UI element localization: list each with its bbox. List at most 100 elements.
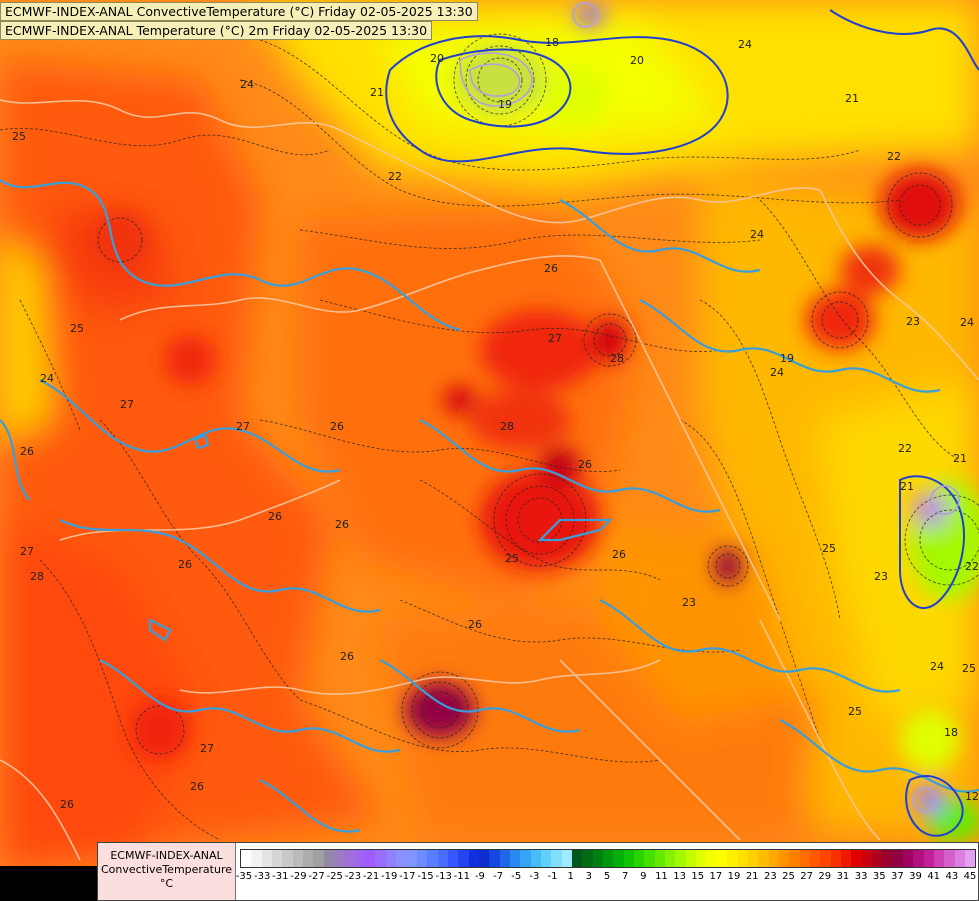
- legend-swatches: [240, 849, 976, 868]
- legend-swatch: [396, 850, 407, 867]
- map-title-line-1: ECMWF-INDEX-ANAL ConvectiveTemperature (…: [0, 2, 478, 21]
- legend-swatch: [851, 850, 862, 867]
- legend-tick-label: -25: [326, 871, 343, 882]
- legend-swatch: [768, 850, 779, 867]
- convective-contours: [0, 179, 979, 833]
- legend-swatch: [903, 850, 914, 867]
- contour-label: 21: [900, 480, 914, 493]
- legend-swatch: [458, 850, 469, 867]
- legend-tick-label: 11: [655, 871, 668, 882]
- legend-swatch: [934, 850, 945, 867]
- contour-label: 22: [965, 560, 979, 573]
- legend-tick-label: 21: [745, 871, 759, 882]
- color-legend: ECMWF-INDEX-ANAL ConvectiveTemperature °…: [97, 842, 979, 901]
- contour-label: 23: [682, 596, 696, 609]
- contour-label: 26: [578, 458, 592, 471]
- legend-swatch: [954, 850, 966, 867]
- legend-swatch: [623, 850, 635, 867]
- contour-label: 25: [12, 130, 26, 143]
- legend-label-unit: °C: [159, 877, 174, 890]
- contour-label: 26: [190, 780, 204, 793]
- contour-label: 19: [780, 352, 794, 365]
- legend-swatch: [551, 850, 562, 867]
- legend-swatch: [923, 850, 935, 867]
- legend-tick-label: 45: [963, 871, 977, 882]
- legend-swatch: [416, 850, 428, 867]
- legend-tick-label: 1: [567, 871, 574, 882]
- legend-tick-label: -11: [453, 871, 470, 882]
- legend-swatch: [944, 850, 955, 867]
- corner-blank: [0, 866, 97, 900]
- contour-label: 26: [268, 510, 282, 523]
- legend-tick-label: 41: [927, 871, 941, 882]
- legend-swatch: [447, 850, 459, 867]
- legend-swatch: [820, 850, 831, 867]
- legend-label-source: ECMWF-INDEX-ANAL: [110, 849, 223, 862]
- contour-label: 21: [953, 452, 967, 465]
- legend-swatch: [334, 850, 345, 867]
- contour-label: 21: [370, 86, 384, 99]
- contour-label: 24: [40, 372, 54, 385]
- legend-tick-label: 29: [818, 871, 832, 882]
- legend-swatch: [861, 850, 872, 867]
- contour-label: 28: [30, 570, 44, 583]
- legend-swatch: [654, 850, 666, 867]
- contour-label: 24: [770, 366, 784, 379]
- contour-label: 26: [60, 798, 74, 811]
- contour-label: 21: [845, 92, 859, 105]
- legend-swatch: [644, 850, 655, 867]
- legend-tick-label: -35: [235, 871, 253, 882]
- legend-tick-label: 25: [782, 871, 795, 882]
- contour-label: 26: [340, 650, 354, 663]
- map-title-line-2: ECMWF-INDEX-ANAL Temperature (°C) 2m Fri…: [0, 21, 433, 40]
- legend-swatch: [251, 850, 262, 867]
- legend-swatch: [871, 850, 883, 867]
- contour-label: 12: [965, 790, 979, 803]
- legend-tick-label: 15: [691, 871, 705, 882]
- contour-label: 18: [944, 726, 958, 739]
- legend-swatch: [365, 850, 376, 867]
- contour-label: 23: [906, 315, 920, 328]
- contour-label: 25: [505, 552, 519, 565]
- contour-label: 23: [874, 570, 888, 583]
- legend-tick-label: -9: [474, 871, 485, 882]
- legend-swatch: [737, 850, 748, 867]
- legend-tick-label: 27: [800, 871, 814, 882]
- legend-swatch: [272, 850, 283, 867]
- contour-label: 25: [962, 662, 976, 675]
- legend-swatch: [520, 850, 531, 867]
- contour-label: 22: [887, 150, 901, 163]
- legend-tick-label: -31: [272, 871, 289, 882]
- hotspots: [90, 3, 979, 842]
- legend-tick-label: -15: [417, 871, 434, 882]
- legend-swatch: [375, 850, 386, 867]
- legend-tick-label: 35: [872, 871, 886, 882]
- legend-swatch: [789, 850, 800, 867]
- legend-swatch: [489, 850, 500, 867]
- legend-swatch: [540, 850, 552, 867]
- legend-tick-label: 31: [836, 871, 850, 882]
- contour-label: 22: [388, 170, 402, 183]
- legend-swatch: [840, 850, 852, 867]
- legend-tick-label: -19: [381, 871, 398, 882]
- contour-label-group: 25 24 25 20 24 27 26 26 27 28 26 26 27 26 26 26 25 26 28 26…: [12, 36, 979, 811]
- contour-label: 24: [750, 228, 764, 241]
- contour-label: 18: [545, 36, 559, 49]
- contour-label: 24: [240, 78, 254, 91]
- legend-swatch: [830, 850, 841, 867]
- legend-tick-label: 37: [891, 871, 904, 882]
- legend-swatch: [613, 850, 624, 867]
- legend-swatch: [572, 850, 583, 867]
- legend-swatch: [716, 850, 728, 867]
- legend-tick-label: 39: [909, 871, 922, 882]
- legend-swatch: [313, 850, 324, 867]
- contour-label: 26: [20, 445, 34, 458]
- legend-swatch: [344, 850, 355, 867]
- legend-swatch: [706, 850, 717, 867]
- legend-swatch: [323, 850, 335, 867]
- legend-swatch: [509, 850, 521, 867]
- legend-swatch: [437, 850, 448, 867]
- cool-contours: [385, 9, 979, 837]
- purple-contours: [459, 2, 960, 813]
